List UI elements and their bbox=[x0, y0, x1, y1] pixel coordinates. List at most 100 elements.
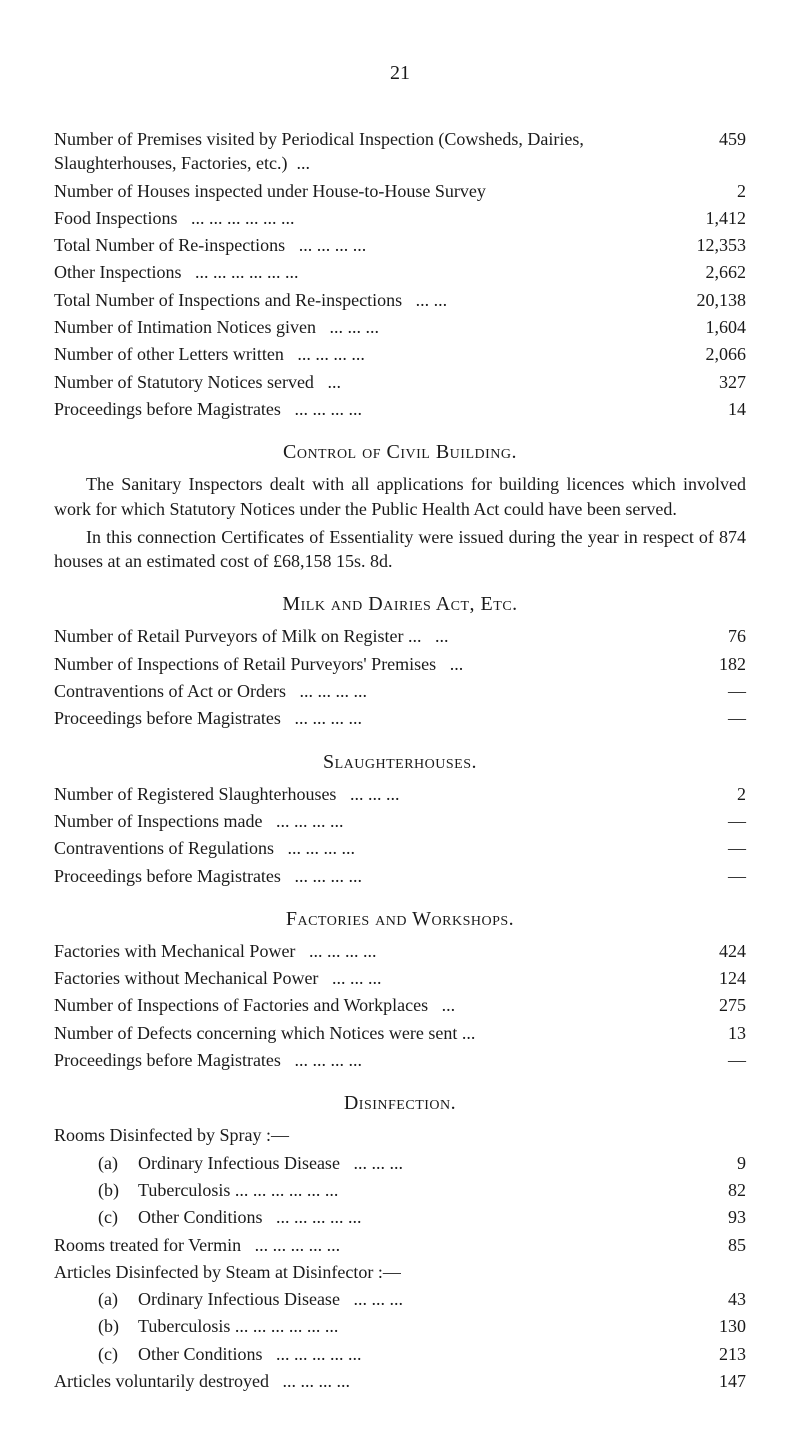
stat-row: Proceedings before Magistrates ... ... .… bbox=[54, 706, 746, 730]
stat-label: Proceedings before Magistrates ... ... .… bbox=[54, 706, 654, 730]
stat-row: Articles voluntarily destroyed ... ... .… bbox=[54, 1369, 746, 1393]
stat-value: — bbox=[654, 864, 746, 888]
stat-label-text: Total Number of Inspections and Re-inspe… bbox=[54, 290, 402, 310]
sub-label: Tuberculosis ... ... ... ... ... ... bbox=[132, 1314, 654, 1338]
stat-label-text: Number of Defects concerning which Notic… bbox=[54, 1023, 475, 1043]
stat-label: Contraventions of Act or Orders ... ... … bbox=[54, 679, 654, 703]
sub-value: 93 bbox=[654, 1205, 746, 1229]
stat-label: Number of Registered Slaughterhouses ...… bbox=[54, 782, 654, 806]
stat-row: Number of Inspections made ... ... ... .… bbox=[54, 809, 746, 833]
sub-label: Ordinary Infectious Disease ... ... ... bbox=[132, 1287, 654, 1311]
stat-dots: ... ... ... bbox=[329, 317, 379, 337]
stat-value: 20,138 bbox=[654, 288, 746, 312]
stat-label: Number of Statutory Notices served ... bbox=[54, 370, 654, 394]
stat-row: Rooms treated for Vermin ... ... ... ...… bbox=[54, 1233, 746, 1257]
stat-label: Number of Intimation Notices given ... .… bbox=[54, 315, 654, 339]
stat-value: — bbox=[654, 706, 746, 730]
stat-label-text: Number of other Letters written bbox=[54, 344, 284, 364]
stat-dots: ... ... ... ... ... ... bbox=[195, 262, 299, 282]
stat-dots: ... ... ... ... bbox=[294, 1050, 362, 1070]
factories-section: Factories with Mechanical Power ... ... … bbox=[54, 939, 746, 1072]
sub-marker: (b) bbox=[54, 1314, 132, 1338]
stat-label: Rooms treated for Vermin ... ... ... ...… bbox=[54, 1233, 654, 1257]
sub-dots: ... ... ... ... ... bbox=[276, 1344, 362, 1364]
civil-building-para-1: The Sanitary Inspectors dealt with all a… bbox=[54, 472, 746, 521]
sub-label-text: Other Conditions bbox=[138, 1344, 263, 1364]
stat-value: — bbox=[654, 836, 746, 860]
stat-row: Contraventions of Act or Orders ... ... … bbox=[54, 679, 746, 703]
stat-dots: ... ... ... ... bbox=[299, 681, 367, 701]
stat-label-text: Number of Statutory Notices served bbox=[54, 372, 314, 392]
stat-label: Number of Defects concerning which Notic… bbox=[54, 1021, 654, 1045]
slaughter-heading: Slaughterhouses. bbox=[54, 749, 746, 776]
stat-row: Number of Intimation Notices given ... .… bbox=[54, 315, 746, 339]
stat-dots: ... bbox=[435, 626, 449, 646]
stat-label-text: Proceedings before Magistrates bbox=[54, 1050, 281, 1070]
stat-row: Number of Inspections of Retail Purveyor… bbox=[54, 652, 746, 676]
stat-row: Number of Premises visited by Periodical… bbox=[54, 127, 746, 176]
stat-value: 275 bbox=[654, 993, 746, 1017]
stat-label-text: Number of Retail Purveyors of Milk on Re… bbox=[54, 626, 421, 646]
stat-row: Number of Defects concerning which Notic… bbox=[54, 1021, 746, 1045]
page-number: 21 bbox=[54, 60, 746, 87]
stat-label: Number of Retail Purveyors of Milk on Re… bbox=[54, 624, 654, 648]
stat-value: 13 bbox=[654, 1021, 746, 1045]
stat-dots: ... ... ... ... bbox=[294, 866, 362, 886]
stat-label-text: Food Inspections bbox=[54, 208, 178, 228]
sub-label-text: Other Conditions bbox=[138, 1207, 263, 1227]
stat-label-text: Number of Inspections made bbox=[54, 811, 262, 831]
stat-value: 76 bbox=[654, 624, 746, 648]
factories-heading: Factories and Workshops. bbox=[54, 906, 746, 933]
stat-dots: ... bbox=[327, 372, 341, 392]
disinfection-spray-intro: Rooms Disinfected by Spray :— bbox=[54, 1123, 746, 1147]
stat-dots: ... ... ... ... bbox=[287, 838, 355, 858]
stat-value: 1,412 bbox=[654, 206, 746, 230]
stat-label-text: Number of Premises visited by Periodical… bbox=[54, 129, 584, 173]
stat-label: Total Number of Re-inspections ... ... .… bbox=[54, 233, 654, 257]
stat-label: Proceedings before Magistrates ... ... .… bbox=[54, 397, 654, 421]
stat-label: Total Number of Inspections and Re-inspe… bbox=[54, 288, 654, 312]
stat-row: Total Number of Inspections and Re-inspe… bbox=[54, 288, 746, 312]
stat-label: Factories with Mechanical Power ... ... … bbox=[54, 939, 654, 963]
stat-dots: ... ... ... bbox=[332, 968, 382, 988]
civil-building-para-2: In this connection Certificates of Essen… bbox=[54, 525, 746, 574]
sub-dots: ... ... ... ... ... bbox=[276, 1207, 362, 1227]
stat-value: 147 bbox=[654, 1369, 746, 1393]
stat-label-text: Number of Inspections of Retail Purveyor… bbox=[54, 654, 436, 674]
stat-label: Number of other Letters written ... ... … bbox=[54, 342, 654, 366]
stat-dots: ... ... ... ... ... bbox=[255, 1235, 341, 1255]
stat-row: Proceedings before Magistrates ... ... .… bbox=[54, 1048, 746, 1072]
stat-row: Number of Houses inspected under House-t… bbox=[54, 179, 746, 203]
stat-label: Proceedings before Magistrates ... ... .… bbox=[54, 864, 654, 888]
stat-value: 85 bbox=[654, 1233, 746, 1257]
stat-label: Food Inspections ... ... ... ... ... ... bbox=[54, 206, 654, 230]
sub-dots: ... ... ... bbox=[353, 1153, 403, 1173]
stat-label: Number of Inspections made ... ... ... .… bbox=[54, 809, 654, 833]
intro-label: Rooms Disinfected by Spray :— bbox=[54, 1123, 746, 1147]
stat-label: Number of Houses inspected under House-t… bbox=[54, 179, 654, 203]
sub-label: Other Conditions ... ... ... ... ... bbox=[132, 1205, 654, 1229]
stat-row: Food Inspections ... ... ... ... ... ...… bbox=[54, 206, 746, 230]
premises-section: Number of Premises visited by Periodical… bbox=[54, 127, 746, 421]
sub-row: (c) Other Conditions ... ... ... ... ...… bbox=[54, 1342, 746, 1366]
sub-row: (a) Ordinary Infectious Disease ... ... … bbox=[54, 1287, 746, 1311]
stat-label: Number of Inspections of Factories and W… bbox=[54, 993, 654, 1017]
sub-label: Other Conditions ... ... ... ... ... bbox=[132, 1342, 654, 1366]
stat-row: Other Inspections ... ... ... ... ... ..… bbox=[54, 260, 746, 284]
stat-row: Total Number of Re-inspections ... ... .… bbox=[54, 233, 746, 257]
stat-label-text: Contraventions of Act or Orders bbox=[54, 681, 286, 701]
stat-label-text: Rooms treated for Vermin bbox=[54, 1235, 241, 1255]
stat-label-text: Number of Inspections of Factories and W… bbox=[54, 995, 428, 1015]
stat-value: 424 bbox=[654, 939, 746, 963]
intro-label: Articles Disinfected by Steam at Disinfe… bbox=[54, 1260, 746, 1284]
sub-value: 213 bbox=[654, 1342, 746, 1366]
stat-label-text: Proceedings before Magistrates bbox=[54, 399, 281, 419]
sub-label: Tuberculosis ... ... ... ... ... ... bbox=[132, 1178, 654, 1202]
stat-dots: ... ... ... ... bbox=[294, 399, 362, 419]
sub-marker: (a) bbox=[54, 1287, 132, 1311]
stat-label-text: Contraventions of Regulations bbox=[54, 838, 274, 858]
stat-label-text: Number of Registered Slaughterhouses bbox=[54, 784, 336, 804]
stat-label: Articles voluntarily destroyed ... ... .… bbox=[54, 1369, 654, 1393]
sub-value: 9 bbox=[654, 1151, 746, 1175]
stat-dots: ... ... ... ... ... ... bbox=[191, 208, 295, 228]
